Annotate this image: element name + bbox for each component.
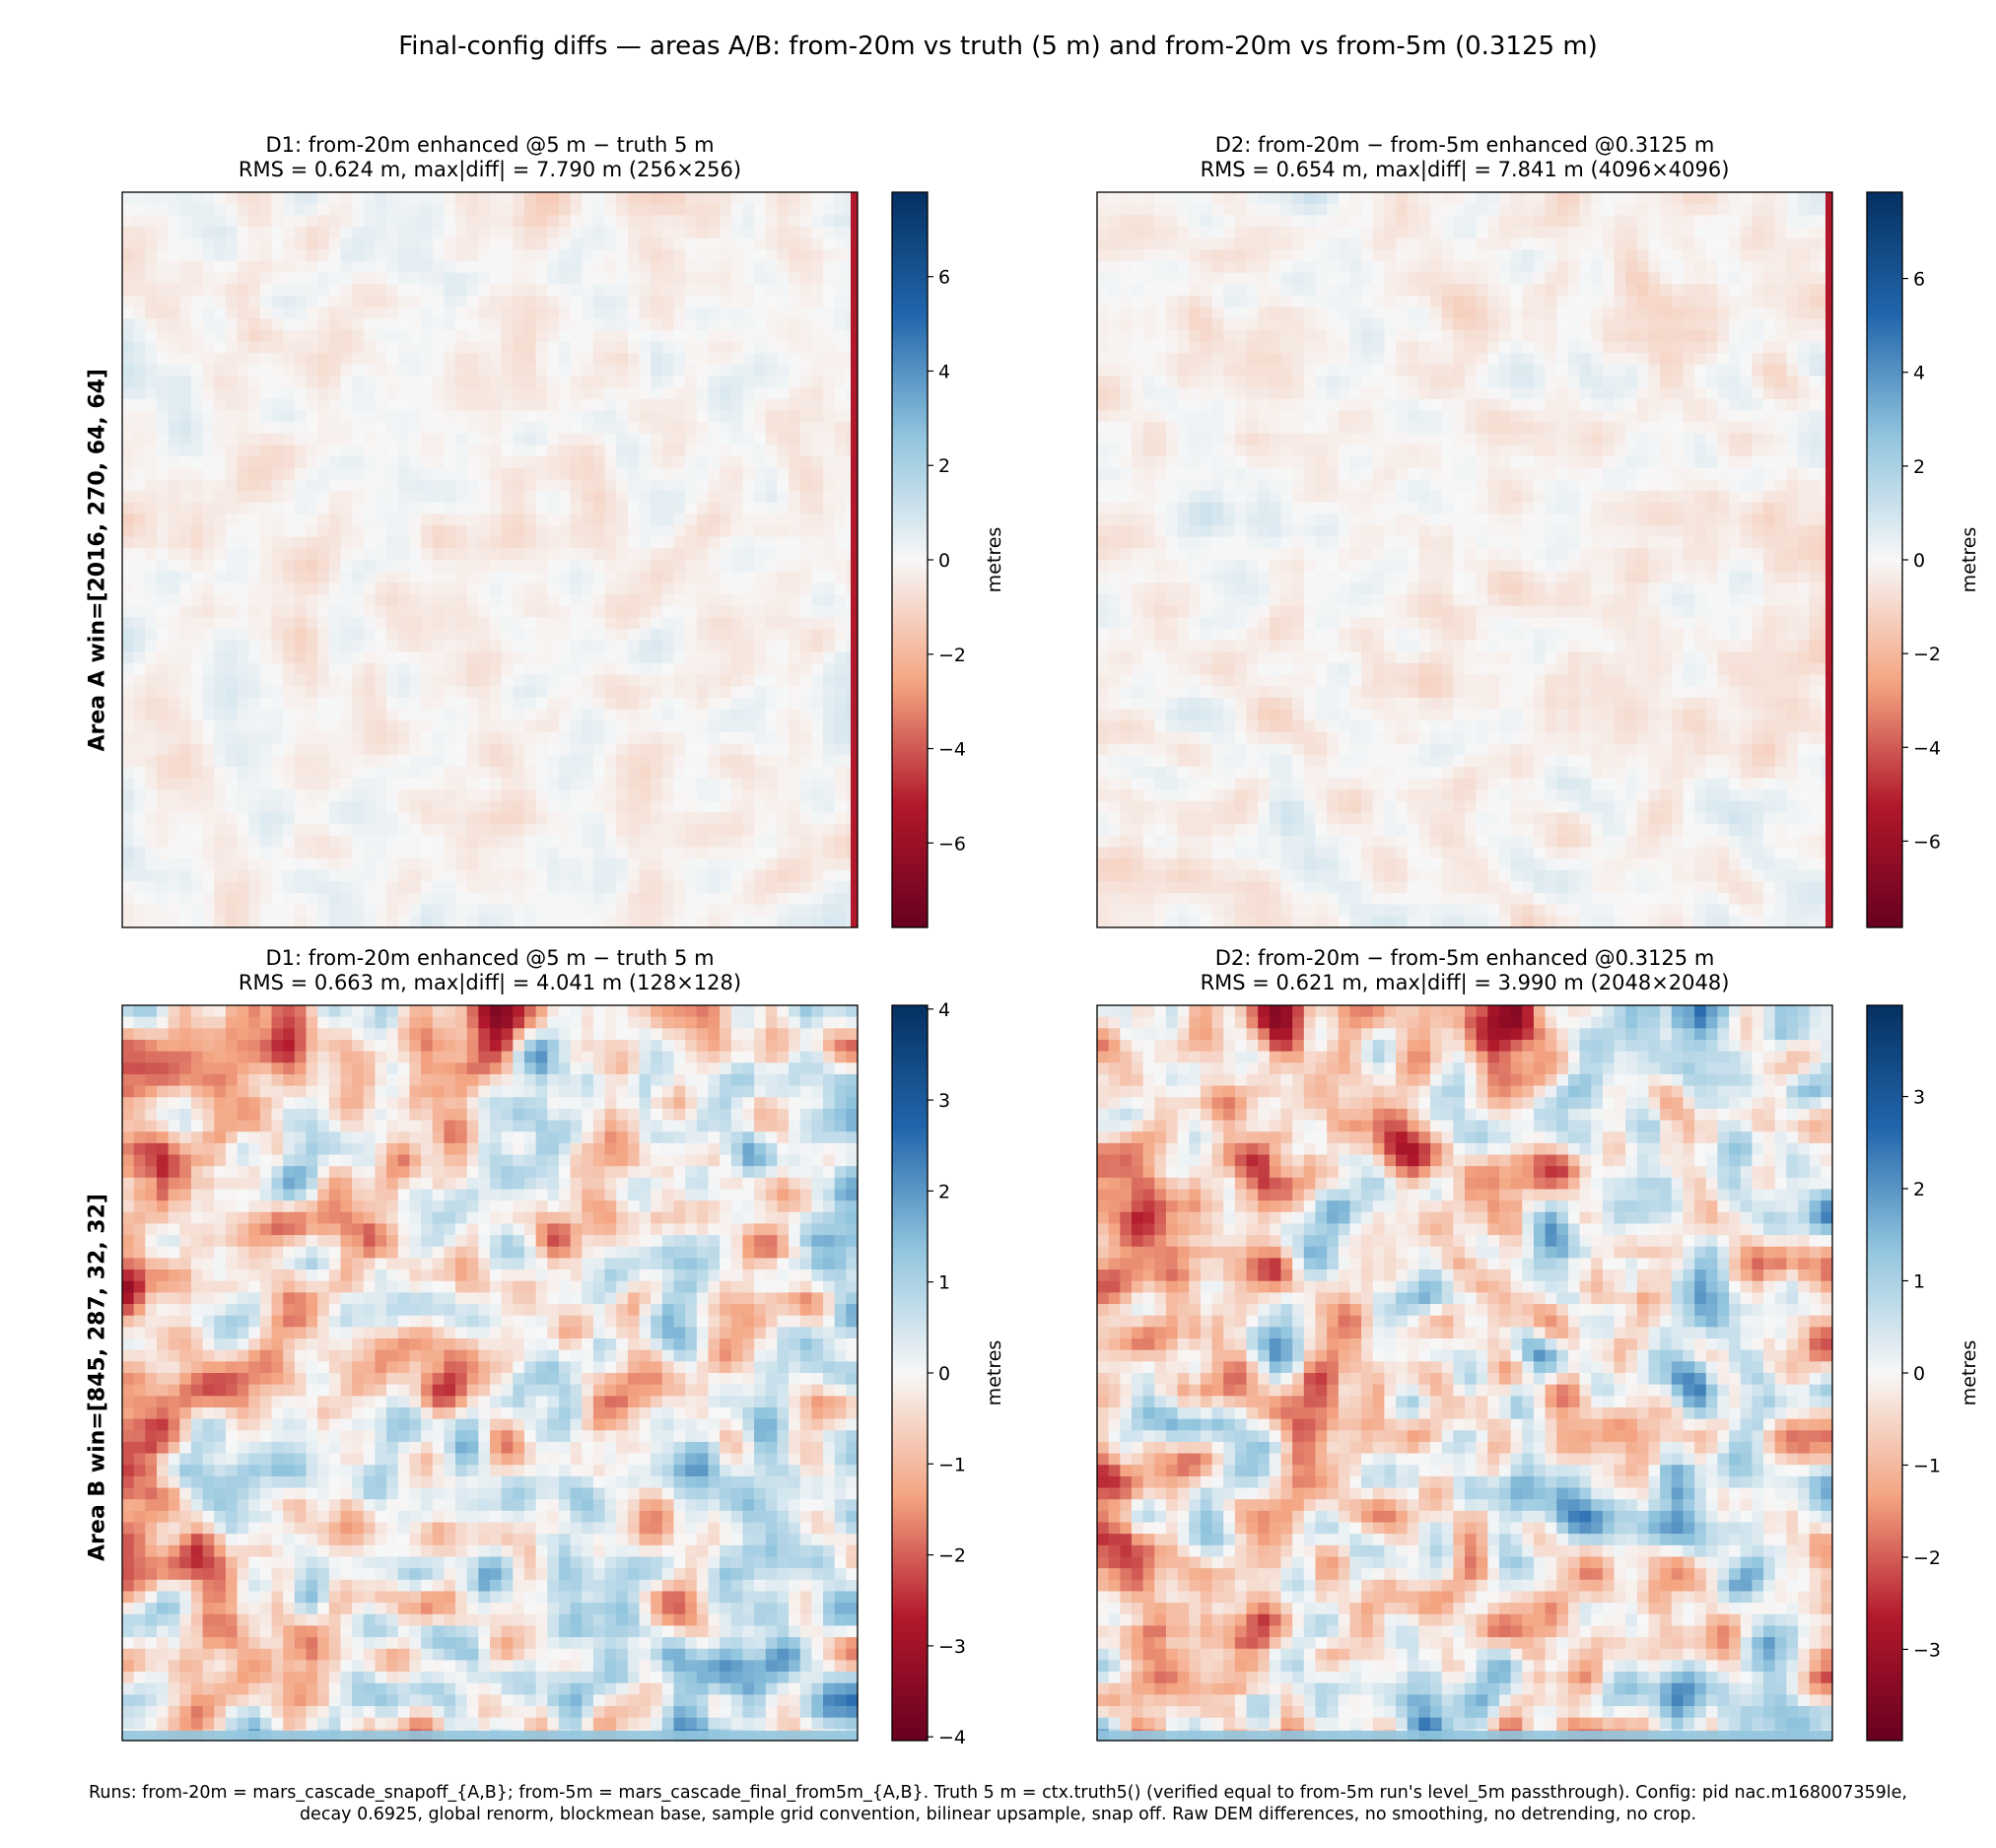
colorbar-tick-label: −4 [938,739,966,761]
colorbar-tick-label: 3 [1913,1087,1925,1109]
colorbar-tick-label: 4 [938,361,950,382]
edge-artifact-bottom [1097,1731,1832,1741]
colorbar-tick-label: −2 [1913,644,1941,665]
colorbar-label: metres [984,527,1005,593]
colorbar-tick-label: −1 [1913,1455,1941,1476]
edge-artifact-right [851,192,858,927]
colorbar-tick-label: 2 [938,455,950,477]
colorbar: −4 −3 −2 −1 0 1 2 3 4 metres [892,999,1005,1748]
colorbar-tick-label: 0 [1913,550,1925,572]
colorbar: −6 −4 −2 0 2 4 6 metres [892,192,1005,927]
panel-3: −4 −3 −2 −1 0 1 2 3 4 metres [122,999,1005,1748]
colorbar-label: metres [984,1340,1005,1406]
panel-4: −3 −2 −1 0 1 2 3 metres [1097,1005,1980,1742]
colorbar-tick-label: −1 [938,1454,966,1475]
colorbar-tick-label: 0 [938,1363,950,1385]
colorbar-tick-label: −2 [938,645,966,666]
colorbar: −3 −2 −1 0 1 2 3 metres [1867,1005,1980,1741]
footer-line-2: decay 0.6925, global renorm, blockmean b… [0,1804,1996,1825]
colorbar-tick-label: 0 [1913,1363,1925,1385]
heatmap-image [1097,192,1833,928]
colorbar-tick-label: 6 [938,267,950,289]
colorbar-label: metres [1959,527,1980,593]
colorbar: −6 −4 −2 0 2 4 6 metres [1867,192,1980,927]
edge-artifact-bottom [122,1731,858,1741]
colorbar-tick-label: 4 [938,999,950,1021]
colorbar-tick-label: 2 [1913,1179,1925,1200]
colorbar-tick-label: −2 [1913,1547,1941,1569]
colorbar-tick-label: −6 [938,833,966,855]
colorbar-tick-label: 3 [938,1090,950,1112]
colorbar-tick-label: −3 [1913,1639,1941,1661]
footer-line-1: Runs: from-20m = mars_cascade_snapoff_{A… [0,1782,1996,1804]
colorbar-tick-label: 2 [938,1181,950,1202]
colorbar-tick-label: −4 [1913,737,1941,759]
panel-1: −6 −4 −2 0 2 4 6 metres [122,192,1005,928]
panel-2: −6 −4 −2 0 2 4 6 metres [1097,192,1980,928]
edge-artifact-right [1825,192,1832,927]
colorbar-tick-label: 1 [938,1272,950,1294]
colorbar-tick-label: 6 [1913,269,1925,291]
heatmap-image [122,1005,859,1742]
colorbar-tick-label: 0 [938,550,950,572]
colorbar-label: metres [1959,1340,1980,1406]
colorbar-tick-label: 2 [1913,456,1925,478]
footer-note: Runs: from-20m = mars_cascade_snapoff_{A… [0,1782,1996,1825]
colorbar-tick-label: −6 [1913,831,1941,853]
heatmap-image [1097,1005,1833,1742]
colorbar-tick-label: −4 [938,1727,966,1748]
colorbar-tick-label: 1 [1913,1271,1925,1293]
colorbar-tick-label: 4 [1913,363,1925,384]
heatmap-image [122,192,859,928]
colorbar-tick-label: −3 [938,1636,966,1658]
colorbar-tick-label: −2 [938,1545,966,1567]
